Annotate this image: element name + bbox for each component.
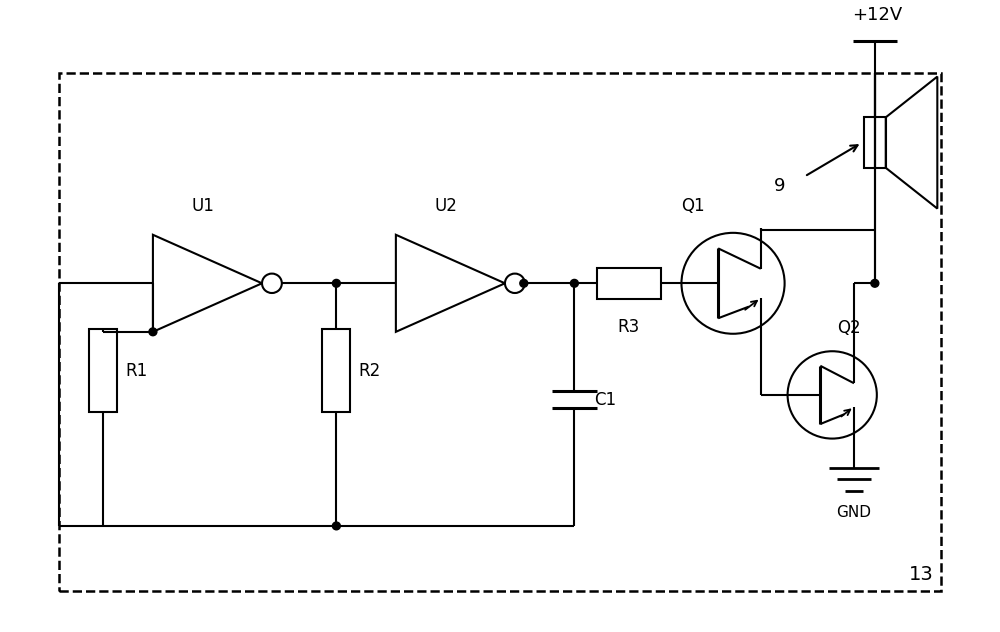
Bar [322,329,350,412]
Text: U2: U2 [434,197,457,216]
Text: Q1: Q1 [682,197,705,216]
Text: 13: 13 [909,565,934,584]
Text: Q2: Q2 [837,319,861,337]
Circle shape [570,279,578,287]
Bar [59,73,941,591]
Text: +12V: +12V [852,6,902,24]
Text: U1: U1 [191,197,214,216]
Text: R3: R3 [618,319,640,336]
Circle shape [332,522,340,530]
Bar [89,329,117,412]
Text: R1: R1 [125,362,147,380]
Circle shape [520,279,528,287]
Bar [597,268,661,299]
Circle shape [149,328,157,336]
Text: 9: 9 [774,177,785,195]
Circle shape [871,279,879,287]
Bar [864,118,886,168]
Text: C1: C1 [594,391,616,409]
Text: R2: R2 [358,362,380,380]
Text: GND: GND [837,504,872,520]
Circle shape [332,279,340,287]
